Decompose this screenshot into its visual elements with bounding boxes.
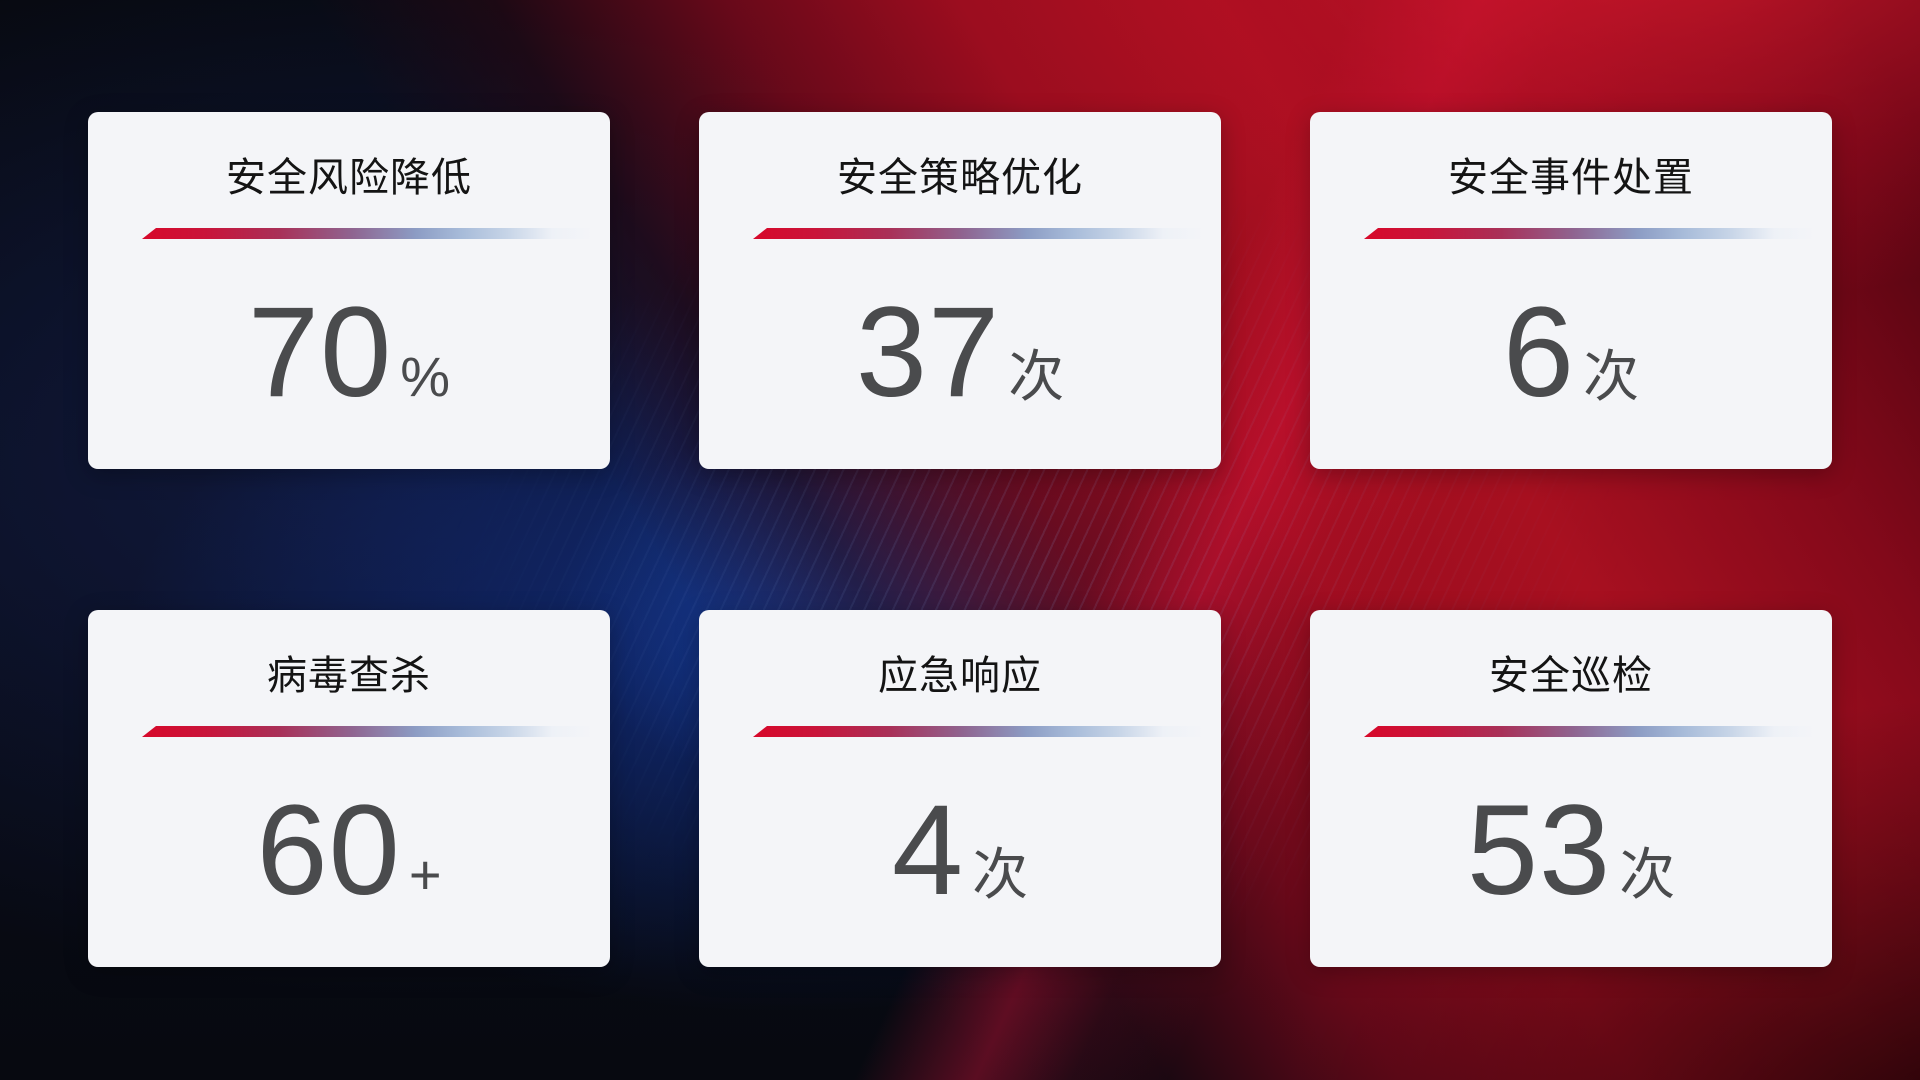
card-unit: +	[408, 843, 442, 906]
card-value: 37	[855, 281, 1001, 424]
card-value: 4	[891, 779, 965, 922]
card-accent-divider	[753, 228, 1209, 239]
card-value-row: 4 次	[699, 787, 1221, 915]
card-value: 53	[1466, 779, 1612, 922]
stat-card-incident-handling: 安全事件处置 6 次	[1310, 112, 1832, 469]
card-value-row: 37 次	[699, 289, 1221, 417]
stat-card-security-inspection: 安全巡检 53 次	[1310, 610, 1832, 967]
card-title: 安全巡检	[1489, 654, 1653, 698]
card-value: 70	[247, 281, 393, 424]
card-title: 安全风险降低	[226, 156, 472, 200]
card-title: 应急响应	[878, 654, 1042, 698]
stat-card-emergency-response: 应急响应 4 次	[699, 610, 1221, 967]
card-unit: 次	[1619, 843, 1676, 906]
card-accent-divider	[753, 726, 1209, 737]
card-unit: 次	[1583, 345, 1640, 408]
card-accent-divider	[142, 726, 598, 737]
stat-card-virus-scan: 病毒查杀 60 +	[88, 610, 610, 967]
card-accent-divider	[142, 228, 598, 239]
card-unit: %	[400, 345, 451, 408]
card-value-row: 53 次	[1310, 787, 1832, 915]
card-title: 安全策略优化	[837, 156, 1083, 200]
card-accent-divider	[1364, 726, 1820, 737]
stat-card-security-risk-reduction: 安全风险降低 70 %	[88, 112, 610, 469]
card-value: 60	[256, 779, 401, 922]
card-unit: 次	[972, 843, 1029, 906]
card-value-row: 60 +	[88, 787, 610, 915]
card-value: 6	[1502, 281, 1576, 424]
stat-card-policy-optimization: 安全策略优化 37 次	[699, 112, 1221, 469]
card-value-row: 6 次	[1310, 289, 1832, 417]
card-title: 病毒查杀	[267, 654, 431, 698]
card-unit: 次	[1008, 345, 1065, 408]
card-title: 安全事件处置	[1448, 156, 1694, 200]
card-accent-divider	[1364, 228, 1820, 239]
card-value-row: 70 %	[88, 289, 610, 417]
